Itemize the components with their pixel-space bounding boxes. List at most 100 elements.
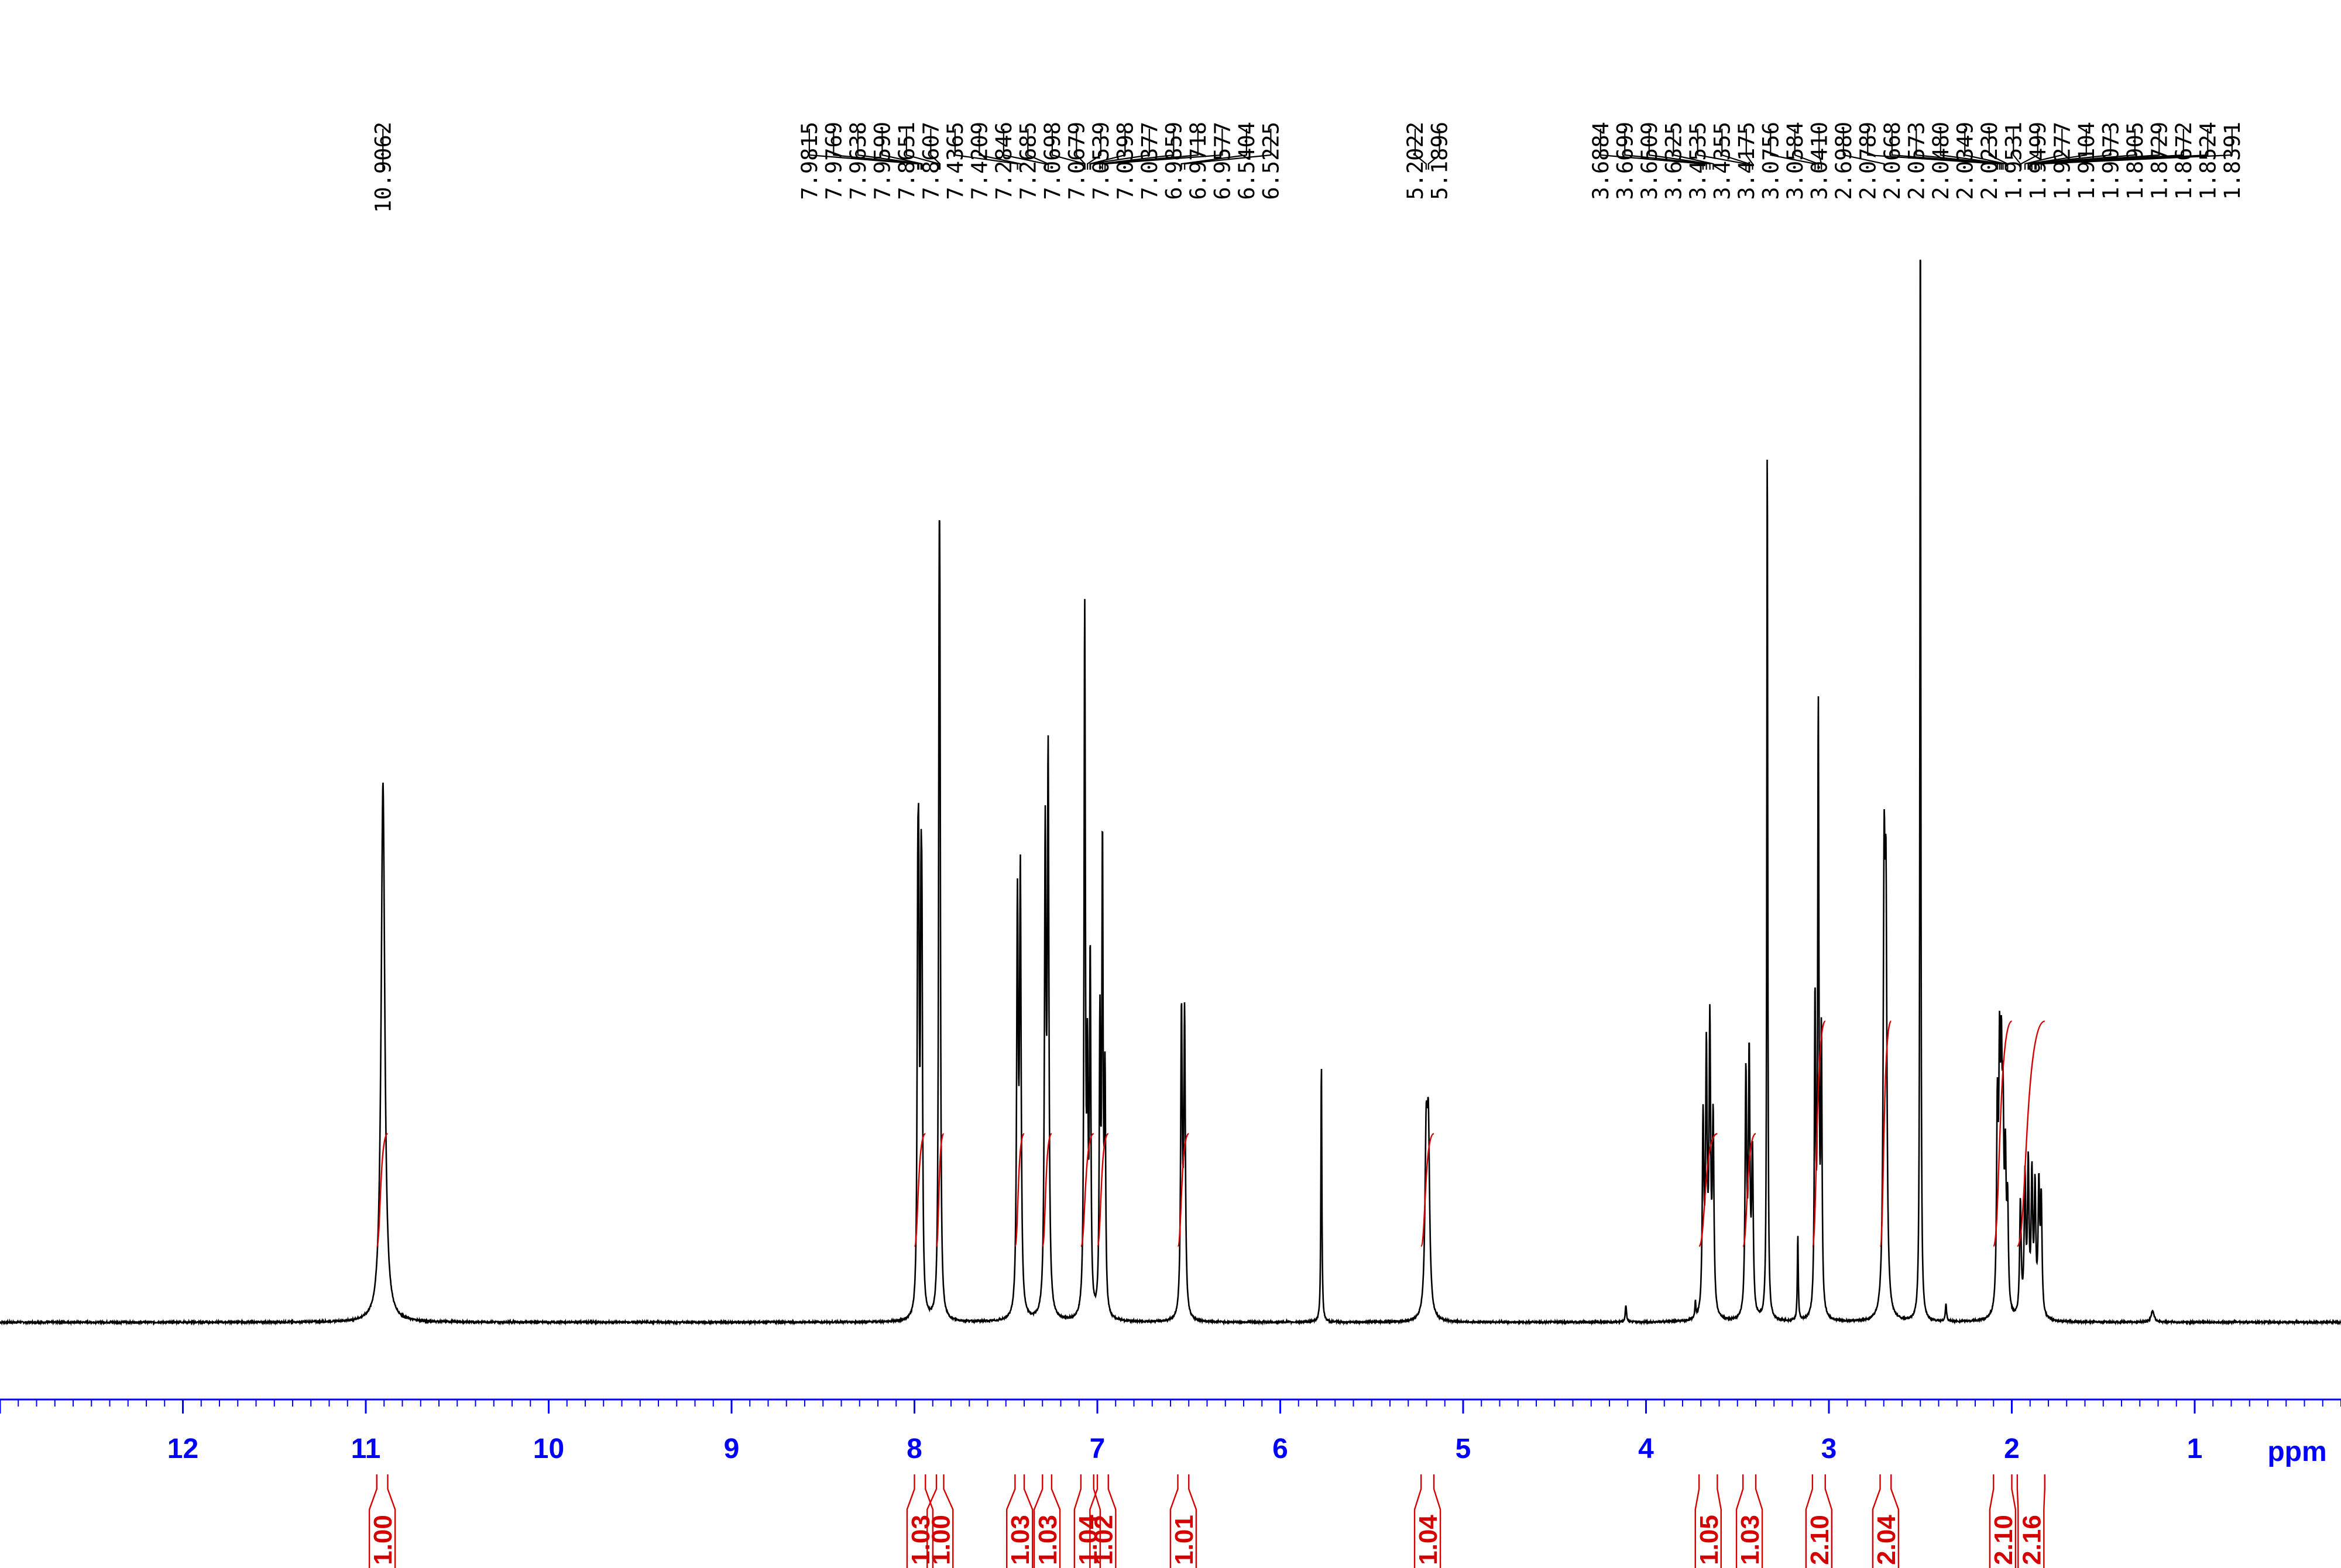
integral-value: 1.04 xyxy=(1074,1515,1103,1565)
integral-value: 1.04 xyxy=(1414,1515,1443,1565)
integral-marker: 2.10 xyxy=(1989,1474,2018,1568)
integral-bracket-right xyxy=(1188,1474,1197,1568)
integral-value: 2.10 xyxy=(1989,1515,2018,1565)
integral-bracket-right xyxy=(1755,1474,1763,1568)
peak-label-connector xyxy=(833,129,919,170)
integral-marker: 2.10 xyxy=(1805,1474,1834,1568)
x-tick-label: 10 xyxy=(533,1433,564,1464)
x-tick-label: 11 xyxy=(351,1433,381,1464)
peak-label: 1.8729 xyxy=(2147,122,2172,200)
peak-label: 7.2685 xyxy=(1015,122,1041,200)
integral-curve xyxy=(2016,1020,2045,1247)
peak-label-connector xyxy=(1988,129,2009,170)
peak-label-connector xyxy=(1414,129,1427,170)
peak-label: 1.8391 xyxy=(2220,122,2245,200)
peak-label-connector xyxy=(905,129,940,170)
peak-label-connector xyxy=(930,129,941,170)
peak-label: 7.0679 xyxy=(1064,122,1089,200)
peak-label: 1.8672 xyxy=(2171,122,2196,200)
integral-curve xyxy=(1096,1133,1109,1247)
peak-label-connector xyxy=(1842,129,1885,170)
integral-bracket-right xyxy=(943,1474,954,1568)
peak-label-connector xyxy=(1721,129,1750,170)
integral-bracket-left xyxy=(1033,1474,1044,1568)
x-tick-label: 6 xyxy=(1272,1433,1288,1464)
peak-label-connector xyxy=(2040,129,2233,170)
integral-bracket-left xyxy=(926,1474,938,1568)
peak-label: 3.6884 xyxy=(1588,122,1614,200)
integral-marker: 1.01 xyxy=(1169,1474,1199,1568)
peak-label: 1.9531 xyxy=(2001,122,2026,200)
integral-bracket-left xyxy=(1805,1474,1814,1568)
peak-label: 7.4365 xyxy=(943,122,968,200)
integral-value: 1.03 xyxy=(1736,1515,1765,1565)
peak-label: 7.0698 xyxy=(1040,122,1065,200)
peak-label-connector xyxy=(1624,129,1707,170)
integral-marker: 1.02 xyxy=(1089,1474,1118,1568)
integral-value: 1.02 xyxy=(1089,1515,1118,1565)
integral-marker: 1.00 xyxy=(368,1474,397,1568)
peak-label-connector xyxy=(1003,129,1046,170)
peak-label: 3.6325 xyxy=(1661,122,1686,200)
integral-marker: 1.03 xyxy=(1033,1474,1062,1568)
peak-label: 3.4535 xyxy=(1686,122,1711,200)
peak-label-connector xyxy=(1818,129,1822,170)
spectrum-layer xyxy=(0,259,2341,1326)
peak-label-connector xyxy=(1648,129,1711,170)
peak-label: 2.0480 xyxy=(1928,122,1954,200)
peak-label-connector xyxy=(1964,129,2006,170)
integral-bracket-left xyxy=(1073,1474,1082,1568)
peak-label: 7.9638 xyxy=(846,122,871,200)
peak-label-connector xyxy=(2034,129,2160,170)
integral-bracket-right xyxy=(387,1474,396,1568)
peak-label: 7.4209 xyxy=(967,122,992,200)
integral-curve xyxy=(1811,1020,1826,1247)
integral-marker: 1.03 xyxy=(906,1474,935,1568)
integral-bracket-left xyxy=(1089,1474,1099,1568)
peak-label-connector xyxy=(1090,129,1150,170)
integral-bracket-right xyxy=(1051,1474,1061,1568)
integral-value: 2.10 xyxy=(1805,1515,1834,1565)
peak-label: 7.9769 xyxy=(821,122,846,200)
peak-label-group: 3.68843.66993.65093.63253.45353.43553.41… xyxy=(1588,122,2245,200)
integral-value: 1.00 xyxy=(926,1515,955,1565)
integral-bracket-left xyxy=(1413,1474,1422,1568)
peak-label-connector xyxy=(881,129,923,170)
peak-label: 5.1896 xyxy=(1427,122,1453,200)
peak-label-connector xyxy=(1673,129,1714,170)
peak-label: 2.0230 xyxy=(1977,122,2002,200)
peak-label: 3.0584 xyxy=(1783,122,1808,200)
peak-label-connector xyxy=(1794,129,1819,170)
integral-value: 2.04 xyxy=(1872,1515,1901,1565)
integral-bracket-left xyxy=(2016,1474,2019,1568)
peak-label: 10.9062 xyxy=(370,122,396,213)
integral-marker: 1.04 xyxy=(1413,1474,1443,1568)
integral-bracket-left xyxy=(1735,1474,1744,1568)
peak-label: 6.5225 xyxy=(1258,122,1283,200)
integral-curve xyxy=(1080,1133,1094,1247)
integral-curve xyxy=(935,1133,945,1247)
peak-label-connector xyxy=(808,129,919,170)
x-tick-label: 7 xyxy=(1090,1433,1106,1464)
peak-label-connector xyxy=(2020,129,2038,170)
x-tick-label: 4 xyxy=(1638,1433,1654,1464)
peak-label-connector xyxy=(1916,129,2002,170)
integral-marker: 1.00 xyxy=(926,1474,955,1568)
peak-label-connector xyxy=(1099,129,1175,170)
integral-bracket-left xyxy=(1005,1474,1016,1568)
integral-curve xyxy=(376,1133,389,1247)
integral-bracket-left xyxy=(1694,1474,1700,1568)
peak-label: 3.0410 xyxy=(1807,122,1832,200)
integral-curve xyxy=(1698,1133,1718,1247)
peak-label: 6.5404 xyxy=(1234,122,1259,200)
peak-label: 7.2846 xyxy=(991,122,1017,200)
peak-label-connector xyxy=(1427,129,1440,170)
peak-label-connector xyxy=(954,129,1018,170)
peak-label: 6.9859 xyxy=(1161,122,1186,200)
peak-label-connector xyxy=(1027,129,1049,170)
integral-value: 1.03 xyxy=(907,1515,935,1565)
x-axis: 12 11 10 9 8 7 6 5 4 3 2 1 ppm xyxy=(0,1398,2341,1467)
peak-label: 2.6980 xyxy=(1831,122,1856,200)
integral-value: 2.16 xyxy=(2017,1515,2046,1565)
